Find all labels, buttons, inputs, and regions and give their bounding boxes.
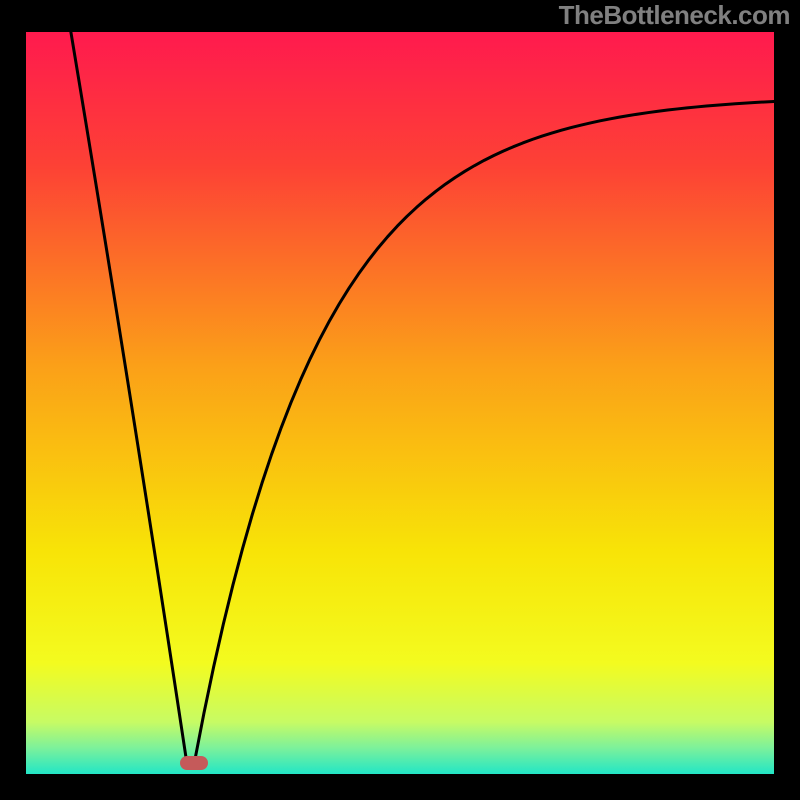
chart-container: TheBottleneck.com xyxy=(0,0,800,800)
attribution-text: TheBottleneck.com xyxy=(559,0,790,31)
minimum-marker xyxy=(180,756,208,770)
plot-area xyxy=(26,32,774,774)
curve-path xyxy=(71,32,774,765)
bottleneck-curve xyxy=(26,32,774,774)
